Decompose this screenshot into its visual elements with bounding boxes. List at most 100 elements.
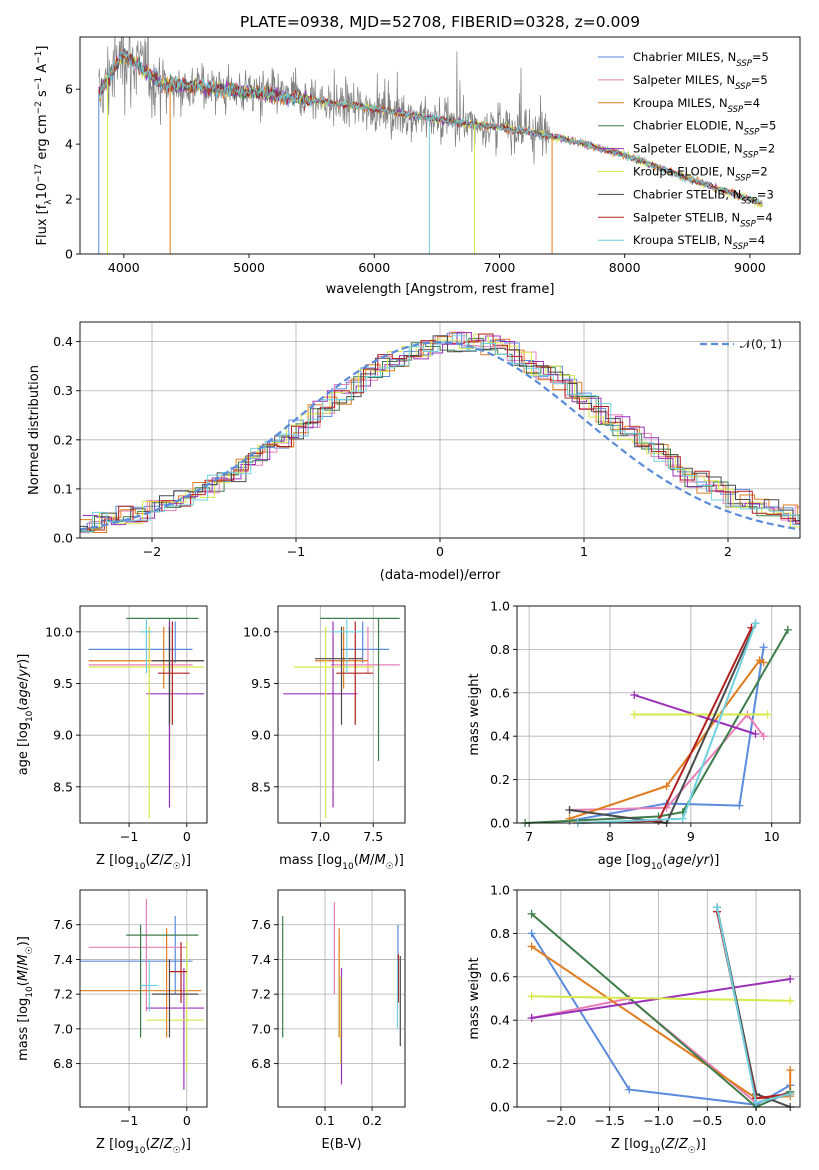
x-tick-label: −2 <box>143 544 161 559</box>
label-part: M <box>359 853 370 868</box>
legend-value: =5 <box>751 73 768 87</box>
weight-marker <box>755 656 764 665</box>
y-tick-label: 7.0 <box>53 1021 73 1036</box>
label-part: A <box>35 64 50 77</box>
label-part: / <box>16 965 31 970</box>
x-tick-label: 1 <box>580 544 588 559</box>
label-part: Flux [f <box>35 204 50 245</box>
y-axis-label: Flux [fλ10−17 erg cm−2 s−1 A−1] <box>34 46 54 246</box>
label-part: erg cm <box>35 114 50 163</box>
axes-frame <box>277 889 406 1108</box>
label-part: ( <box>16 706 31 711</box>
residual-hists <box>80 331 800 534</box>
label-part: 10 <box>134 1146 146 1156</box>
legend-label: Chabrier STELIB, NSSP=3 <box>633 187 774 206</box>
legend-text: Chabrier MILES, N <box>633 50 736 64</box>
label-part: Z <box>678 1137 689 1152</box>
y-tick-label: 0.8 <box>490 642 510 657</box>
label-part: / <box>159 853 164 868</box>
errorbar-point <box>126 924 199 1038</box>
y-tick-label: 10.0 <box>45 624 73 639</box>
y-tick-label: 0.3 <box>53 383 73 398</box>
y-tick-label: 7.0 <box>251 1021 271 1036</box>
weight-marker <box>527 942 536 951</box>
panel-residuals: −2 −1 0 1 2 0.0 0.1 0.2 0.3 0.4 (data-model)/error… <box>27 321 801 583</box>
y-tick-label: 7.4 <box>53 952 73 967</box>
legend-label: Chabrier MILES, NSSP=5 <box>633 50 769 69</box>
weight-line <box>716 907 791 1108</box>
x-tick-label: −2.0 <box>546 1113 576 1128</box>
label-part: 10 <box>25 986 35 998</box>
y-tick-label: 0.0 <box>490 816 510 831</box>
panel-spectrum: 4000 5000 6000 7000 8000 9000 0 2 4 6 wavelength [… <box>34 36 801 297</box>
label-part: )] <box>696 1137 706 1152</box>
errorbar-point <box>126 617 199 761</box>
weight-marker <box>527 909 536 918</box>
label-part: 10 <box>134 862 146 872</box>
legend-text: Salpeter MILES, N <box>633 73 735 87</box>
legend-value: =3 <box>757 187 774 201</box>
legend-text: Chabrier STELIB, N <box>633 187 741 201</box>
x-axis-label: E(B-V) <box>321 1137 361 1152</box>
y-tick-label: 0.8 <box>490 926 510 941</box>
label-part: )] <box>16 936 31 946</box>
weight-series <box>713 907 795 1103</box>
plot-area-spectrum <box>98 37 763 254</box>
plot-area-weight_vs_Z <box>527 903 795 1111</box>
grid-age_vs_Z <box>80 606 207 823</box>
weight-marker <box>759 658 768 667</box>
axes-frame <box>79 889 208 1108</box>
label-part: ☉ <box>25 946 35 954</box>
y-tick-label: 6.8 <box>251 1056 271 1071</box>
y-axis-label: Normed distribution <box>27 365 42 495</box>
x-tick-label: 9000 <box>734 260 766 275</box>
label-part: Z [log <box>611 1137 649 1152</box>
plot-area-residuals <box>80 331 800 534</box>
weight-series <box>565 710 768 814</box>
y-tick-label: 7.4 <box>251 952 271 967</box>
grid-mass_vs_Z <box>80 890 207 1107</box>
x-tick-label: 0 <box>183 1113 191 1128</box>
legend-value: =4 <box>748 233 765 247</box>
x-tick-label: 4000 <box>108 260 140 275</box>
weight-marker <box>630 710 639 719</box>
label-part: ☉ <box>173 1146 181 1156</box>
axes-frame <box>516 605 801 824</box>
x-tick-label: 7000 <box>484 260 516 275</box>
legend-text: Kroupa ELODIE, N <box>633 165 735 179</box>
label-part: age <box>667 853 691 868</box>
x-tick-label: 8000 <box>609 260 641 275</box>
frame-weight_vs_Z: −2.0 −1.5 −1.0 −0.5 0.0 0.0 0.2 0.4 0.6 0.8 1.0 Z [… <box>467 883 801 1156</box>
weight-marker <box>763 710 772 719</box>
errorbar-point <box>330 618 363 674</box>
errorbar-point <box>152 959 199 1038</box>
legend-label: Salpeter ELODIE, NSSP=2 <box>633 142 775 161</box>
spectrum-lines <box>98 37 763 254</box>
x-axis-label: age [log10(age/yr)] <box>598 853 720 872</box>
weight-marker <box>735 801 744 810</box>
x-axis-label: Z [log10(Z/Z☉)] <box>96 1137 191 1156</box>
weight-marker <box>786 1089 795 1098</box>
label-part: Z <box>163 853 174 868</box>
y-tick-label: 0.2 <box>53 432 73 447</box>
label-part: −2 <box>34 101 44 114</box>
y-tick-label: 0.4 <box>490 1013 510 1028</box>
axes-frame <box>277 605 406 824</box>
weight-line <box>531 995 791 1002</box>
plot-area-age_vs_mass <box>283 617 400 818</box>
x-tick-label: 10 <box>764 829 780 844</box>
y-tick-label: 9.0 <box>53 728 73 743</box>
legend-text: Chabrier ELODIE, N <box>633 119 744 133</box>
weight-marker <box>759 732 768 741</box>
label-part: / <box>370 853 375 868</box>
y-tick-label: 7.2 <box>53 987 73 1002</box>
label-part: Z <box>150 853 161 868</box>
legend: Chabrier MILES, NSSP=5 Salpeter MILES, N S… <box>598 50 776 252</box>
label-part: )] <box>709 853 719 868</box>
weight-marker <box>783 625 792 634</box>
legend-value: =2 <box>751 165 768 179</box>
y-tick-label: 0.2 <box>490 772 510 787</box>
legend-value: =2 <box>758 142 775 156</box>
weight-marker <box>625 1085 634 1094</box>
errorbar-point <box>146 942 205 1073</box>
